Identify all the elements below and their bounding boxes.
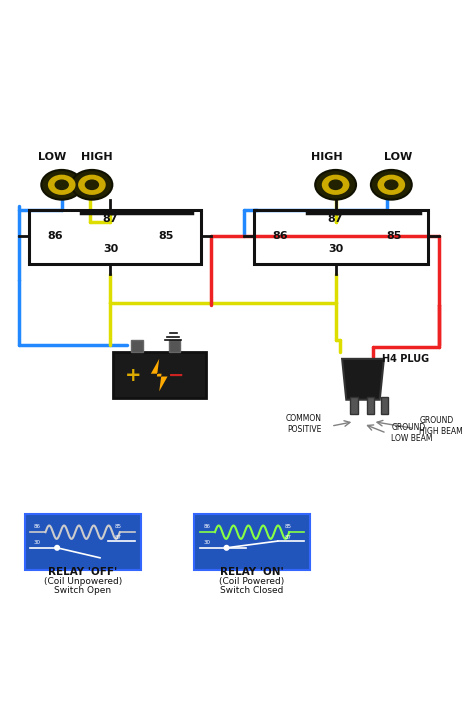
Bar xyxy=(131,340,143,352)
Bar xyxy=(367,398,374,414)
Ellipse shape xyxy=(385,180,398,190)
Ellipse shape xyxy=(55,180,68,190)
Text: COMMON
POSITIVE: COMMON POSITIVE xyxy=(286,414,322,433)
Text: 30: 30 xyxy=(328,244,343,254)
FancyBboxPatch shape xyxy=(25,515,141,570)
Ellipse shape xyxy=(371,170,412,200)
Ellipse shape xyxy=(79,175,105,194)
Text: 30: 30 xyxy=(34,540,41,545)
Text: 86: 86 xyxy=(47,231,63,241)
Text: H4 PLUG: H4 PLUG xyxy=(382,354,429,364)
Bar xyxy=(29,210,201,264)
Ellipse shape xyxy=(41,170,82,200)
Text: GROUND
LOW BEAM: GROUND LOW BEAM xyxy=(392,423,433,443)
Bar xyxy=(255,210,428,264)
Text: LOW: LOW xyxy=(38,151,66,161)
Text: GROUND
HIGH BEAM: GROUND HIGH BEAM xyxy=(419,417,463,436)
Ellipse shape xyxy=(72,170,112,200)
Circle shape xyxy=(224,545,229,550)
Text: 85: 85 xyxy=(386,231,401,241)
Ellipse shape xyxy=(378,175,404,194)
Circle shape xyxy=(55,545,59,550)
Text: 86: 86 xyxy=(34,523,41,529)
Text: 30: 30 xyxy=(103,244,118,254)
Bar xyxy=(381,398,388,414)
Bar xyxy=(168,340,180,352)
Text: 87: 87 xyxy=(284,535,292,540)
Text: RELAY 'OFF': RELAY 'OFF' xyxy=(48,567,117,577)
Text: 30: 30 xyxy=(203,540,210,545)
Polygon shape xyxy=(151,359,168,391)
Ellipse shape xyxy=(315,170,356,200)
Text: (Coil Unpowered): (Coil Unpowered) xyxy=(44,577,122,586)
Text: RELAY 'ON': RELAY 'ON' xyxy=(220,567,284,577)
Text: HIGH: HIGH xyxy=(310,151,342,161)
Text: (Coil Powered): (Coil Powered) xyxy=(219,577,285,586)
Bar xyxy=(113,352,206,398)
Text: HIGH: HIGH xyxy=(81,151,112,161)
Text: 85: 85 xyxy=(284,523,292,529)
Text: LOW: LOW xyxy=(384,151,412,161)
Text: 85: 85 xyxy=(158,231,174,241)
Bar xyxy=(350,398,358,414)
Text: 87: 87 xyxy=(103,214,118,224)
Text: Switch Closed: Switch Closed xyxy=(220,585,284,595)
Text: −: − xyxy=(168,366,184,385)
Text: 85: 85 xyxy=(115,523,122,529)
Text: 87: 87 xyxy=(328,214,343,224)
Ellipse shape xyxy=(85,180,99,190)
Polygon shape xyxy=(342,359,384,400)
FancyBboxPatch shape xyxy=(194,515,310,570)
Text: +: + xyxy=(125,366,141,385)
Ellipse shape xyxy=(329,180,342,190)
Ellipse shape xyxy=(323,175,348,194)
Ellipse shape xyxy=(49,175,75,194)
Text: 87: 87 xyxy=(115,535,122,540)
Text: 86: 86 xyxy=(272,231,288,241)
Text: Switch Open: Switch Open xyxy=(54,585,111,595)
Text: 86: 86 xyxy=(203,523,210,529)
